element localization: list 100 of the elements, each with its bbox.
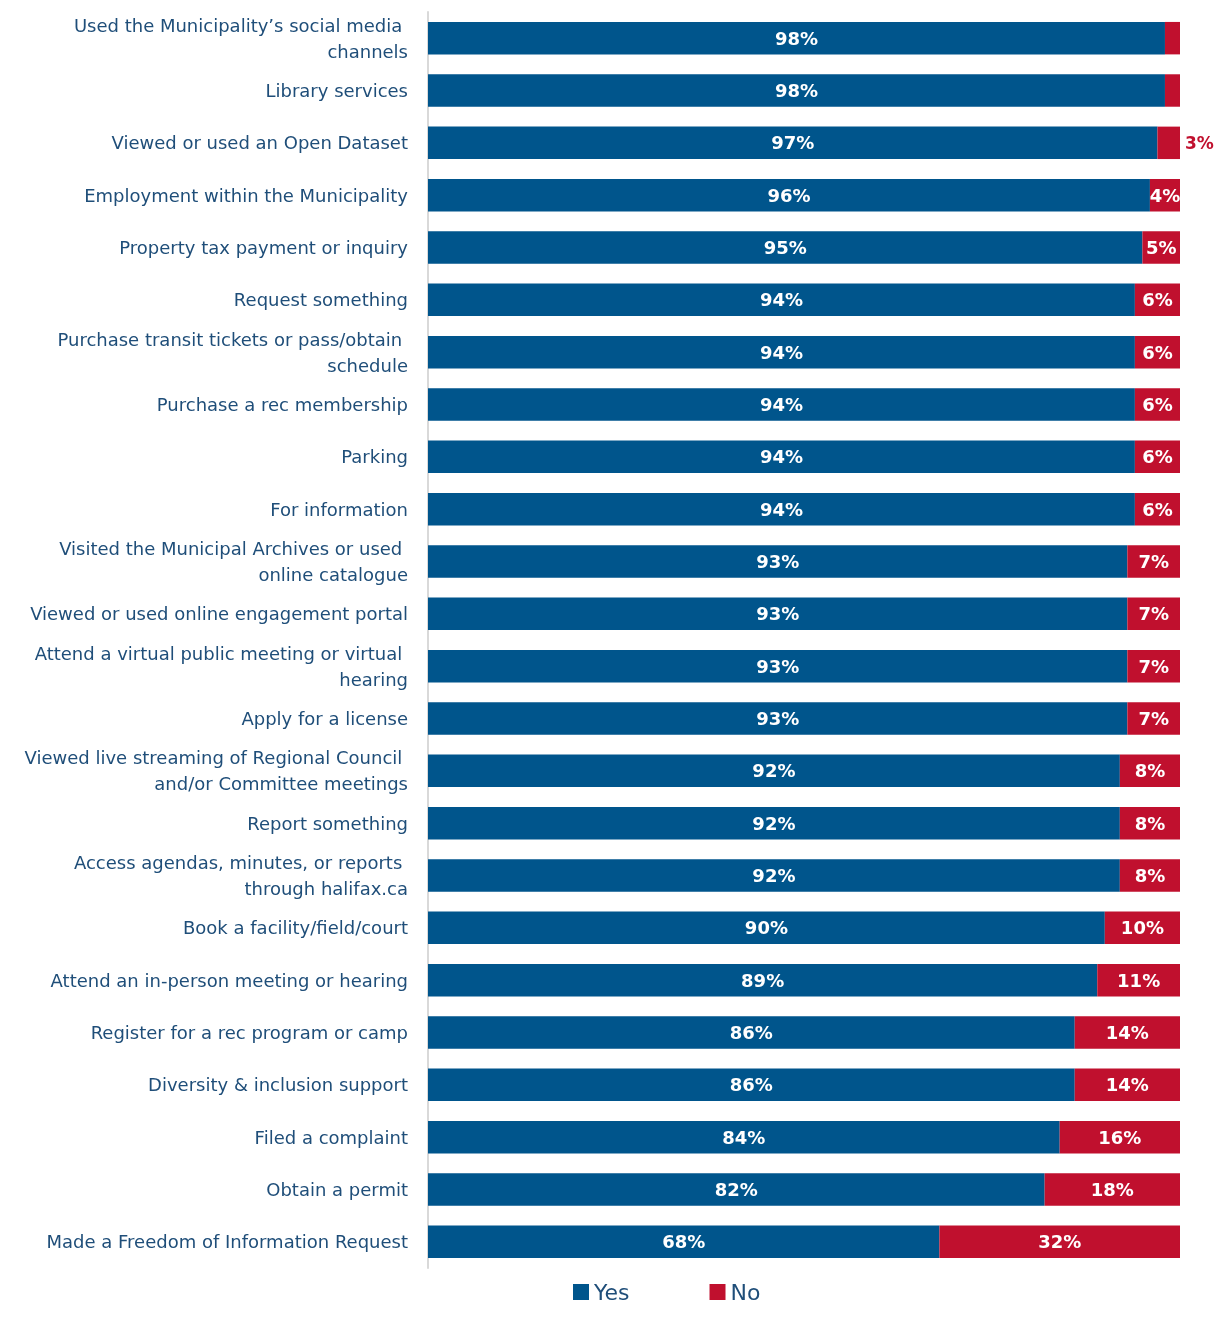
bar xyxy=(428,1068,1075,1102)
y-tick-label: Diversity & inclusion support xyxy=(148,1074,408,1096)
bar xyxy=(428,126,1158,160)
data-label: 6% xyxy=(1142,341,1173,363)
bar xyxy=(428,754,1120,788)
y-tick-label: Attend an in-person meeting or hearing xyxy=(50,969,408,991)
y-tick-label: Report something xyxy=(247,812,408,834)
bar xyxy=(1164,74,1180,107)
bar xyxy=(428,545,1128,578)
y-tick-label: Apply for a license xyxy=(241,708,408,729)
data-label: 92% xyxy=(752,760,796,782)
data-label: 86% xyxy=(729,1074,773,1096)
bar xyxy=(428,911,1105,945)
y-tick-label: Viewed or used an Open Dataset xyxy=(111,132,408,154)
bar xyxy=(428,597,1128,631)
data-label: 89% xyxy=(741,969,785,991)
bar xyxy=(428,1120,1060,1154)
data-label: 14% xyxy=(1105,1022,1149,1043)
y-tick-label: Purchase transit tickets or pass/obtain schedule xyxy=(57,328,408,376)
y-tick-label: Book a facility/field/court xyxy=(183,917,408,939)
bar xyxy=(428,335,1135,369)
y-tick-label: Visited the Municipal Archives or used online catalogue xyxy=(59,538,408,585)
legend-label: No xyxy=(730,1279,761,1305)
bar xyxy=(428,702,1128,735)
bar xyxy=(428,21,1165,55)
y-tick-label: Register for a rec program or camp xyxy=(90,1022,408,1043)
y-tick-label: Made a Freedom of Information Request xyxy=(46,1231,408,1253)
data-label: 8% xyxy=(1134,812,1166,834)
bar xyxy=(1157,126,1180,160)
data-label: 7% xyxy=(1138,655,1169,677)
data-label: 92% xyxy=(752,865,796,886)
data-label: 94% xyxy=(759,498,803,520)
y-tick-label: Parking xyxy=(341,446,408,468)
data-label: 6% xyxy=(1142,498,1173,520)
y-tick-label: Employment within the Municipality xyxy=(84,184,409,206)
bar xyxy=(428,74,1165,107)
data-label: 94% xyxy=(759,446,803,468)
data-label: 4% xyxy=(1149,184,1181,206)
data-label: 7% xyxy=(1138,708,1169,729)
bar xyxy=(428,859,1120,892)
bar xyxy=(1164,21,1180,55)
data-label: 6% xyxy=(1142,446,1173,468)
data-label: 98% xyxy=(774,27,819,49)
data-label: 94% xyxy=(759,289,803,311)
data-label: 11% xyxy=(1117,969,1161,991)
bar xyxy=(428,231,1143,264)
data-label: 96% xyxy=(767,184,811,206)
bar xyxy=(428,806,1120,840)
data-label: 86% xyxy=(729,1022,773,1043)
data-label: 94% xyxy=(759,341,803,363)
bar xyxy=(428,649,1128,683)
bar xyxy=(428,440,1135,474)
data-label: 8% xyxy=(1134,760,1166,782)
bar xyxy=(428,1016,1075,1049)
bar xyxy=(428,178,1150,212)
data-label: 7% xyxy=(1138,551,1169,572)
data-label: 8% xyxy=(1134,865,1166,886)
y-tick-label: Attend a virtual public meeting or virtual hearing xyxy=(34,642,408,690)
data-label: 18% xyxy=(1090,1179,1134,1200)
bar xyxy=(428,283,1135,317)
y-tick-label: Purchase a rec membership xyxy=(156,394,408,415)
data-label: 3% xyxy=(1185,132,1214,153)
data-label: 92% xyxy=(752,812,796,834)
y-tick-label: Library services xyxy=(265,80,408,101)
bar xyxy=(428,492,1135,526)
data-label: 6% xyxy=(1142,289,1173,311)
data-label: 5% xyxy=(1145,237,1177,258)
y-tick-label: Used the Municipality’s social media channels xyxy=(73,14,408,62)
bar xyxy=(428,1225,940,1259)
data-label: 94% xyxy=(759,394,803,415)
data-label: 6% xyxy=(1142,394,1173,415)
data-label: 93% xyxy=(756,551,800,572)
bar xyxy=(1074,1016,1180,1049)
y-tick-label: Viewed live streaming of Regional Council and/or Committee meetings xyxy=(24,747,408,795)
y-tick-label: Request something xyxy=(233,289,408,311)
y-tick-label: For information xyxy=(270,498,408,520)
bar xyxy=(1059,1120,1180,1154)
bar xyxy=(428,388,1135,421)
y-tick-label: Viewed or used online engagement portal xyxy=(30,603,408,625)
y-tick-label: Property tax payment or inquiry xyxy=(119,237,409,258)
data-label: 14% xyxy=(1105,1074,1149,1096)
bar xyxy=(428,1173,1045,1206)
data-label: 90% xyxy=(744,917,788,939)
bar xyxy=(1044,1173,1180,1206)
data-label: 93% xyxy=(756,603,800,625)
data-label: 95% xyxy=(763,237,807,258)
data-label: 97% xyxy=(771,132,815,154)
legend-label: Yes xyxy=(593,1279,630,1305)
data-label: 98% xyxy=(774,80,819,101)
bar xyxy=(428,963,1098,997)
y-tick-label: Obtain a permit xyxy=(266,1179,408,1200)
data-label: 93% xyxy=(756,655,800,677)
data-label: 7% xyxy=(1138,603,1169,625)
y-tick-label: Filed a complaint xyxy=(254,1126,408,1148)
y-tick-label: Access agendas, minutes, or reports through halifax.ca xyxy=(73,852,408,899)
data-label: 93% xyxy=(756,708,800,729)
bar xyxy=(939,1225,1180,1259)
data-label: 84% xyxy=(722,1126,766,1148)
data-label: 82% xyxy=(714,1179,758,1200)
data-label: 16% xyxy=(1098,1126,1142,1148)
